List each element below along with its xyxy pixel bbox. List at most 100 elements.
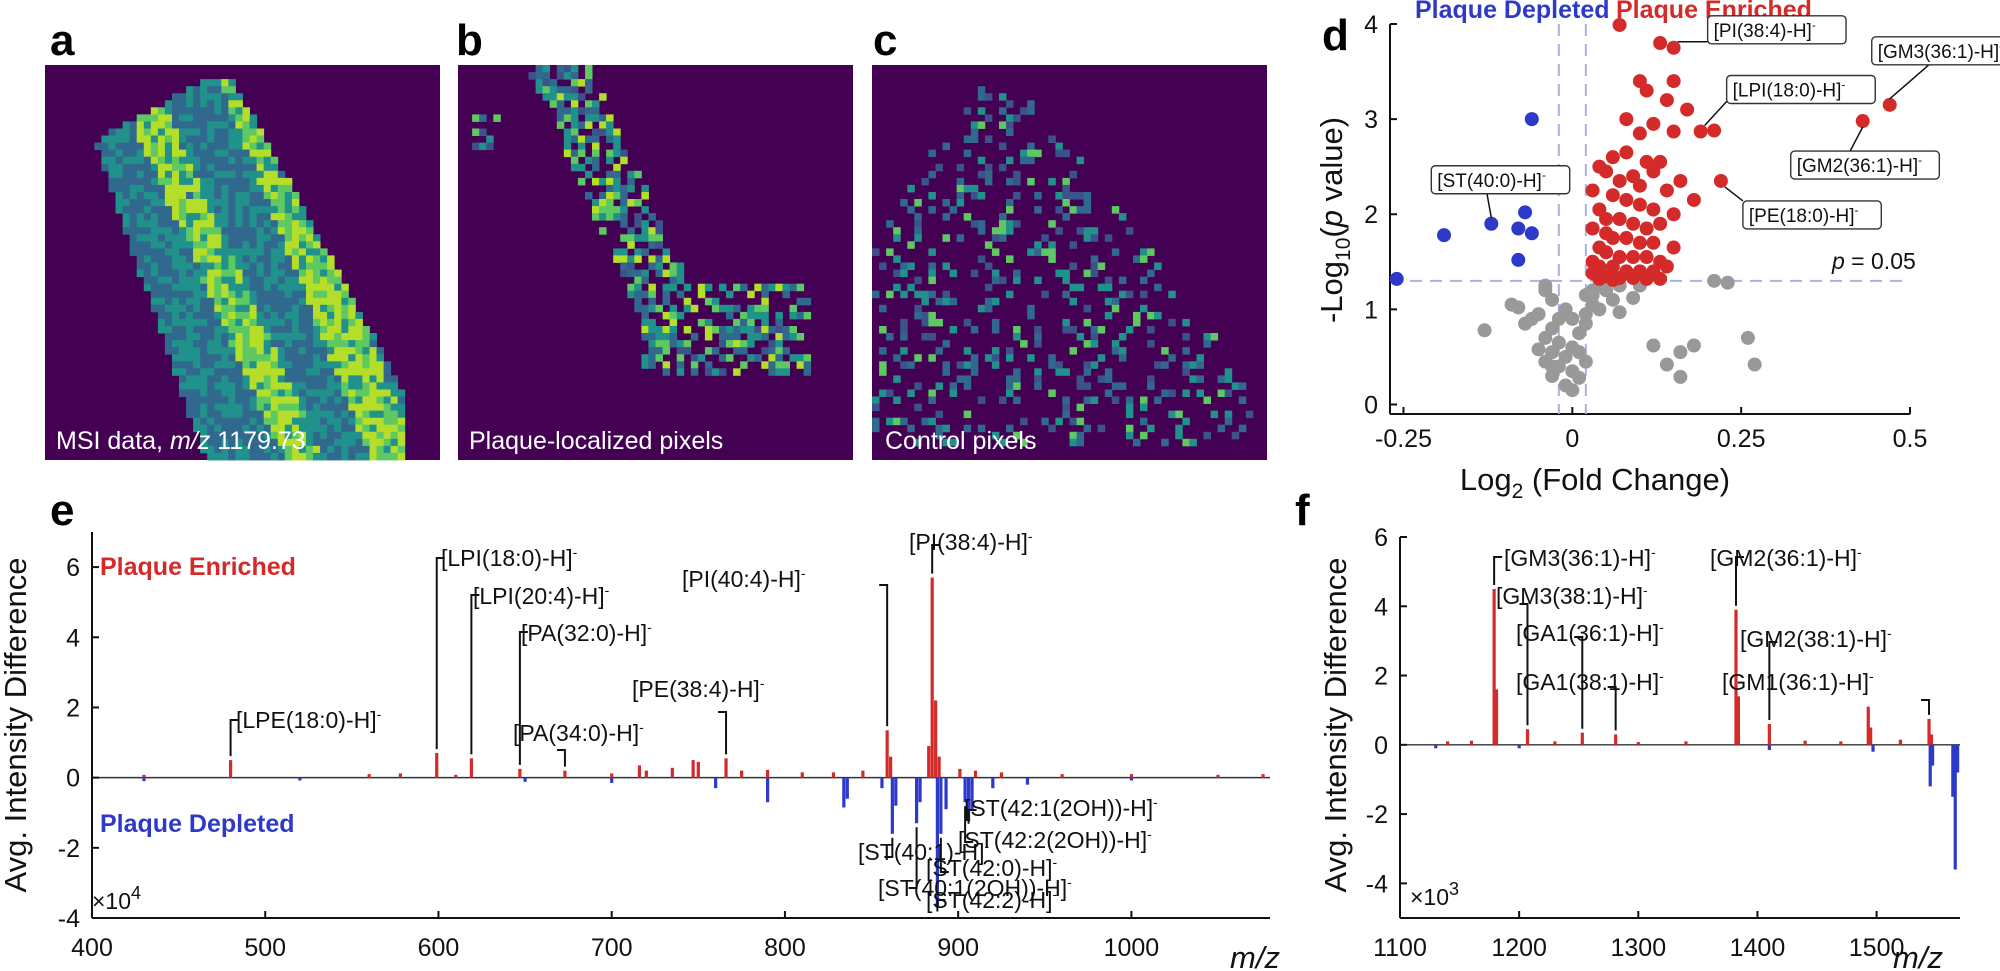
msi-pixel <box>179 177 187 186</box>
annotation-label: [LPE(18:0)-H]- <box>236 706 382 733</box>
msi-pixel <box>143 234 152 242</box>
msi-pixel <box>235 142 243 151</box>
msi-pixel <box>179 333 187 341</box>
msi-pixel <box>242 304 250 313</box>
msi-pixel <box>186 163 194 172</box>
control-pixel <box>1013 220 1021 228</box>
msi-pixel <box>186 142 194 151</box>
annotation-label: [ST(40:1)-H]- <box>858 838 990 865</box>
control-pixel <box>1154 283 1162 292</box>
control-pixel <box>1083 424 1092 433</box>
msi-pixel <box>207 417 215 426</box>
msi-pixel <box>341 368 349 376</box>
plaque-pixel <box>592 206 600 214</box>
msi-pixel <box>129 177 138 186</box>
msi-pixel <box>355 396 363 404</box>
msi-pixel <box>207 227 215 235</box>
msi-pixel <box>277 170 286 179</box>
msi-pixel <box>207 142 215 151</box>
msi-pixel <box>341 424 349 433</box>
msi-pixel <box>136 199 145 207</box>
volcano-point-enriched <box>1646 116 1661 131</box>
msi-pixel <box>228 318 236 327</box>
plaque-pixel <box>613 170 621 179</box>
control-pixel <box>1083 192 1092 200</box>
volcano-point-depleted <box>1437 228 1452 243</box>
msi-pixel <box>179 262 187 270</box>
plaque-pixel <box>556 72 565 80</box>
control-pixel <box>999 276 1007 285</box>
msi-pixel <box>157 121 166 129</box>
msi-pixel <box>235 149 243 158</box>
control-pixel <box>921 318 929 327</box>
control-pixel <box>1224 410 1233 419</box>
msi-pixel <box>228 177 236 186</box>
spectrum-bar-positive <box>1494 689 1499 745</box>
control-pixel <box>1168 290 1176 299</box>
msi-pixel <box>249 241 258 249</box>
msi-pixel <box>228 255 236 263</box>
msi-pixel <box>214 318 222 327</box>
spectrum-bar-positive <box>937 756 941 778</box>
msi-pixel <box>397 424 406 433</box>
msi-pixel <box>348 403 356 412</box>
annotation-leader <box>1574 636 1584 729</box>
msi-pixel <box>277 333 286 341</box>
callout-leader <box>1724 186 1744 202</box>
control-heatmap-pixels <box>872 86 1254 447</box>
control-pixel <box>1069 297 1077 306</box>
control-pixel <box>1196 389 1204 397</box>
control-pixel <box>999 220 1007 228</box>
control-pixel <box>1069 170 1077 179</box>
control-pixel <box>1175 424 1183 433</box>
msi-pixel <box>122 149 131 158</box>
plaque-pixel <box>620 220 628 228</box>
plaque-pixel <box>493 114 501 122</box>
msi-pixel <box>383 375 392 383</box>
control-pixel <box>1013 269 1021 278</box>
msi-pixel <box>179 326 187 334</box>
msi-pixel <box>136 220 145 228</box>
msi-pixel <box>284 452 293 461</box>
control-pixel <box>1140 276 1148 285</box>
plaque-pixel <box>585 107 593 115</box>
msi-pixel <box>228 438 236 447</box>
msi-pixel <box>327 326 335 334</box>
plaque-pixel <box>634 276 642 285</box>
msi-pixel <box>284 368 293 376</box>
msi-pixel <box>172 368 180 376</box>
spectrum-bar-negative <box>842 777 846 808</box>
plaque-pixel <box>662 269 671 278</box>
msi-pixel <box>277 311 286 320</box>
msi-pixel <box>186 396 194 404</box>
msi-pixel <box>122 199 131 207</box>
msi-pixel <box>306 220 314 228</box>
msi-pixel <box>277 368 286 376</box>
msi-pixel <box>313 326 321 334</box>
msi-pixel <box>291 283 300 292</box>
msi-pixel <box>263 269 272 278</box>
plaque-pixel <box>796 333 805 341</box>
msi-pixel <box>172 114 180 122</box>
spectrum-bar-positive <box>958 768 962 778</box>
control-pixel <box>886 389 894 397</box>
msi-pixel <box>341 452 349 461</box>
msi-pixel <box>122 142 131 151</box>
control-pixel <box>1161 347 1169 355</box>
msi-pixel <box>172 262 180 270</box>
msi-pixel <box>277 297 286 306</box>
msi-pixel <box>164 121 173 129</box>
msi-pixel <box>320 333 328 341</box>
msi-pixel <box>129 163 138 172</box>
msi-pixel <box>376 368 384 376</box>
annotation-label: [GM2(38:1)-H]- <box>1740 625 1892 652</box>
msi-pixel <box>214 354 222 362</box>
control-pixel <box>914 213 922 221</box>
control-pixel <box>970 269 979 278</box>
spectrum-bar-negative <box>991 777 995 789</box>
msi-pixel <box>101 156 109 165</box>
control-pixel <box>1006 424 1014 433</box>
plaque-pixel <box>620 213 628 221</box>
control-pixel <box>1048 255 1056 263</box>
